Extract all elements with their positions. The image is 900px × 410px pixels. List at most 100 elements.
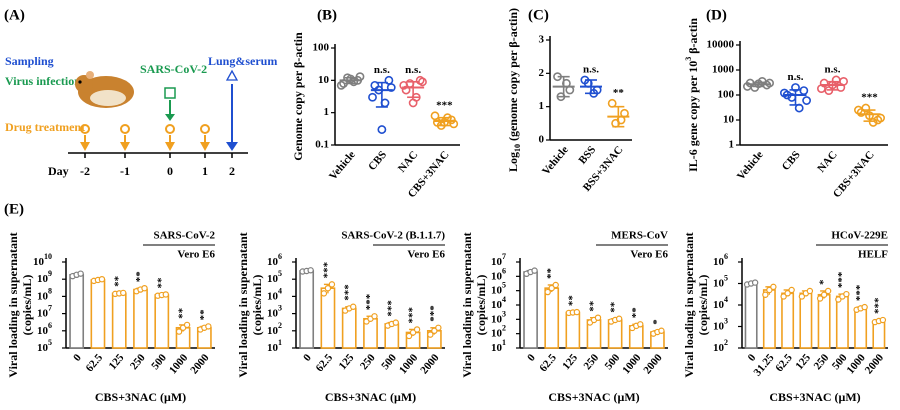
significance: ** [630, 307, 642, 319]
significance: ** [545, 267, 557, 279]
cell-line: Vero E6 [177, 249, 215, 261]
data-point [141, 284, 148, 292]
data-point [408, 98, 418, 108]
sampling-triangle [225, 69, 239, 81]
tick-base: 10 [37, 324, 49, 336]
bar [762, 289, 776, 349]
y-label-part: β-actin [686, 18, 700, 57]
significance: *** [343, 284, 355, 301]
virus-title: MERS-CoV [611, 230, 668, 242]
x-tick-label: 1000 [167, 351, 191, 376]
y-axis-label: IL-6 gene copy per 103 β-actin [684, 18, 699, 172]
tick-base: 10 [491, 270, 503, 282]
data-point [162, 291, 169, 298]
y-tick-label: 106 [713, 252, 728, 267]
y-tick-label: 105 [713, 274, 728, 289]
x-tick-label: 125 [793, 351, 813, 372]
y-tick-label: 1 [729, 139, 735, 151]
tick-exponent: 6 [502, 267, 506, 276]
day-label: 0 [167, 164, 173, 178]
data-point [806, 287, 814, 295]
tick-base: 10 [37, 342, 49, 354]
tick-exponent: 3 [278, 304, 282, 313]
panel-a: (A) Sampling Virus infection Drug treatm… [4, 7, 277, 177]
data-point [802, 96, 811, 105]
data-point [607, 98, 617, 108]
significance: *** [861, 92, 878, 104]
data-point [548, 284, 555, 292]
x-tick-label: CBS [366, 149, 389, 173]
x-tick-label: 31.25 [752, 351, 777, 378]
y-tick-label: 102 [267, 321, 282, 336]
tick-exponent: 2 [278, 321, 282, 330]
x-tick-label: 125 [107, 351, 127, 372]
data-point [401, 85, 411, 95]
virus-title: SARS-CoV-2 [153, 230, 215, 242]
bar [565, 311, 581, 349]
bar [111, 292, 127, 349]
data-point [324, 284, 332, 292]
data-point [392, 319, 399, 326]
data-point [552, 281, 559, 289]
infection-arrowhead [165, 114, 175, 121]
x-axis-label: CBS+3NAC (μM) [325, 390, 416, 404]
data-point [879, 316, 887, 324]
y-tick-label: 108 [37, 287, 52, 302]
arrowhead [200, 142, 210, 151]
x-tick-label: BSS [576, 144, 598, 167]
y-label-part: (genome copy per β-actin) [506, 8, 520, 144]
data-point [817, 84, 826, 94]
significance: *** [364, 293, 376, 310]
hamster-head [75, 75, 93, 93]
data-point [658, 327, 665, 334]
bar [341, 307, 357, 349]
significance: n.s. [374, 64, 390, 76]
tick-exponent: 7 [502, 252, 506, 261]
data-point [784, 290, 791, 297]
x-tick-label: 0 [301, 351, 314, 363]
arrowhead [165, 142, 175, 151]
x-tick-label: CBS [780, 149, 803, 173]
cell-line: Vero E6 [407, 249, 445, 261]
virus-label: SARS-CoV-2 [140, 62, 207, 76]
y-tick-label: 100 [313, 42, 330, 54]
data-point [780, 88, 789, 98]
significance: ** [613, 87, 625, 99]
y-tick-label: 107 [37, 304, 52, 319]
tick-exponent: 6 [48, 321, 52, 330]
y-tick-label: 105 [491, 281, 506, 296]
arrowhead [120, 142, 130, 151]
tick-exponent: 8 [48, 287, 52, 296]
treatment-circle [120, 124, 130, 134]
data-point [573, 308, 581, 316]
tick-exponent: 7 [48, 304, 52, 313]
data-point [798, 293, 806, 300]
data-point [762, 291, 769, 298]
x-tick-label: 250 [812, 351, 832, 372]
y-tick-label: 102 [713, 338, 728, 353]
y-tick-label: 1 [324, 106, 330, 118]
data-point [868, 118, 878, 127]
x-axis-label: CBS+3NAC (μM) [769, 390, 860, 404]
tick-base: 10 [491, 313, 503, 325]
x-tick-label: Vehicle [327, 149, 358, 183]
y-label-part: 10 [513, 144, 522, 152]
y-tick-label: 103 [267, 304, 282, 319]
y-tick-label: 104 [713, 295, 728, 310]
significance: ** [609, 301, 621, 313]
tick-exponent: 6 [724, 252, 728, 261]
y-axis-label: Viral loading in supernatant [236, 232, 250, 377]
data-point [615, 315, 623, 322]
tick-base: 10 [713, 320, 725, 332]
data-point [409, 329, 417, 336]
tick-exponent: 2 [502, 324, 506, 333]
y-axis-label: Viral loading in supernatant [682, 232, 696, 377]
tick-base: 10 [33, 256, 45, 268]
data-point [594, 314, 602, 321]
y-tick-label: 100 [718, 89, 735, 101]
x-tick-label: 0 [525, 351, 538, 363]
tick-exponent: 3 [502, 310, 506, 319]
significance: ** [134, 271, 146, 283]
data-point [399, 80, 409, 90]
data-point [843, 290, 850, 298]
